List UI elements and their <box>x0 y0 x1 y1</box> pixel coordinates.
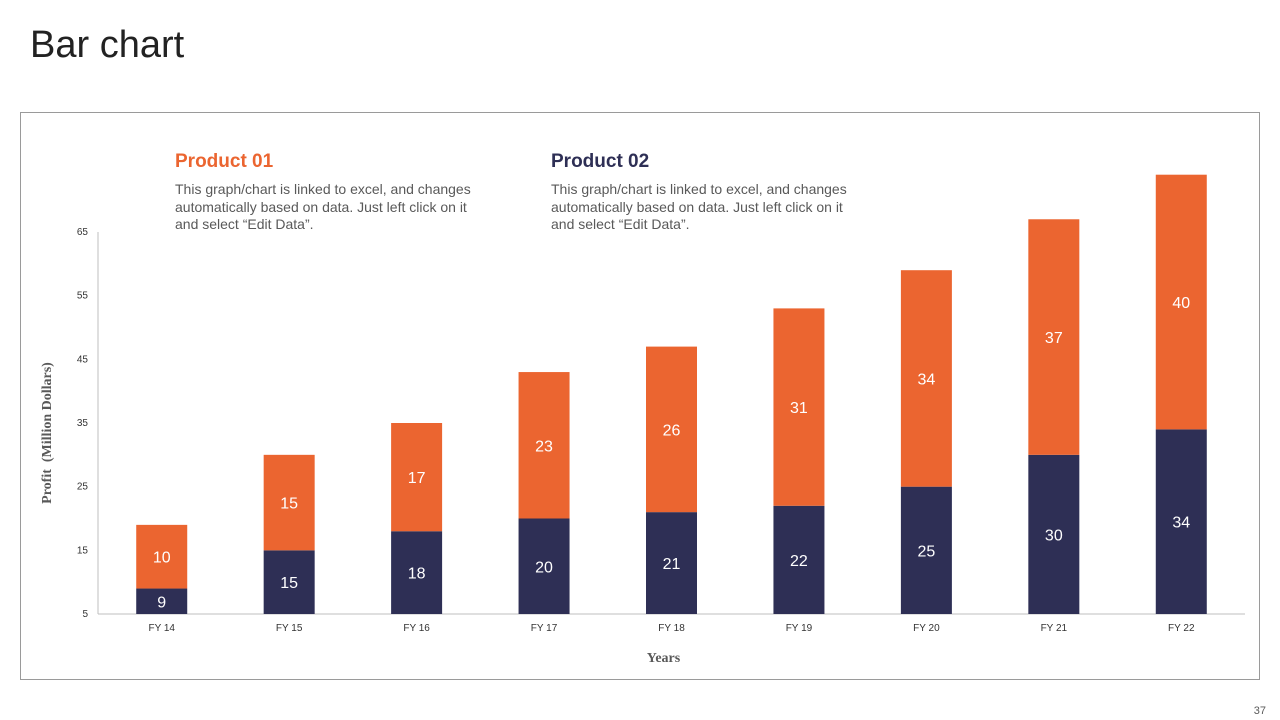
bar-product-01-fy-19 <box>773 308 825 506</box>
bar-value-label: 15 <box>280 575 298 592</box>
bar-value-label: 40 <box>1172 295 1190 312</box>
legend-product-01-title: Product 01 <box>175 151 274 172</box>
x-axis-title: Years <box>647 651 681 666</box>
bar-product-02-fy-20 <box>900 486 952 614</box>
y-tick-label: 25 <box>77 482 89 493</box>
bar-product-02-fy-16 <box>391 531 443 614</box>
x-tick-label: FY 15 <box>276 623 303 634</box>
bar-value-label: 26 <box>663 422 681 439</box>
bar-value-label: 10 <box>153 550 171 567</box>
y-tick-label: 45 <box>77 354 89 365</box>
bar-product-02-fy-14 <box>136 588 188 614</box>
chart-frame: 5 15 25 35 45 55 65 9 10 FY 14 15 15 FY 15 18 17 FY 16 2… <box>20 112 1260 680</box>
bar-value-label: 21 <box>663 556 681 573</box>
legend-product-01: Product 01 This graph/chart is linked to… <box>175 151 475 234</box>
bar-value-label: 18 <box>408 566 426 583</box>
bar-product-02-fy-15 <box>263 550 315 614</box>
bar-value-label: 20 <box>535 559 553 576</box>
legend-product-01-description: This graph/chart is linked to excel, and… <box>175 181 471 232</box>
bar-value-label: 34 <box>1172 515 1190 532</box>
y-tick-label: 55 <box>77 291 89 302</box>
bar-product-01-fy-21 <box>1028 219 1080 455</box>
bar-chart: 5 15 25 35 45 55 65 9 10 FY 14 15 15 FY 15 18 17 FY 16 2… <box>40 174 1245 666</box>
bar-product-01-fy-14 <box>136 524 188 589</box>
bar-value-label: 37 <box>1045 330 1063 347</box>
legend-product-02: Product 02 This graph/chart is linked to… <box>551 151 851 234</box>
x-tick-label: FY 22 <box>1168 623 1195 634</box>
bar-product-01-fy-22 <box>1155 174 1207 430</box>
bar-product-02-fy-22 <box>1155 429 1207 614</box>
bar-product-01-fy-18 <box>646 346 697 513</box>
bar-value-label: 22 <box>790 553 808 570</box>
bar-product-01-fy-15 <box>263 454 315 551</box>
bar-value-label: 31 <box>790 400 808 417</box>
y-tick-label: 35 <box>77 418 89 429</box>
legend-product-02-description: This graph/chart is linked to excel, and… <box>551 181 847 232</box>
x-tick-label: FY 19 <box>786 623 813 634</box>
x-tick-label: FY 21 <box>1041 623 1068 634</box>
x-tick-label: FY 18 <box>658 623 685 634</box>
y-tick-label: 5 <box>82 609 88 620</box>
bar-product-01-fy-16 <box>391 423 443 532</box>
slide-title: Bar chart <box>30 24 185 66</box>
bar-value-label: 17 <box>408 470 426 487</box>
y-tick-label: 15 <box>77 545 89 556</box>
bar-value-label: 34 <box>917 371 935 388</box>
y-axis-title: Profit (Million Dollars) <box>40 362 55 504</box>
bar-product-02-fy-18 <box>646 512 697 614</box>
x-tick-label: FY 20 <box>913 623 940 634</box>
bar-value-label: 30 <box>1045 527 1063 544</box>
bar-value-label: 9 <box>157 594 166 611</box>
bar-product-01-fy-17 <box>518 372 570 519</box>
y-tick-label: 65 <box>77 227 89 238</box>
x-tick-label: FY 14 <box>148 623 175 634</box>
bar-value-label: 25 <box>917 543 935 560</box>
page-number: 37 <box>1253 705 1266 717</box>
bar-product-02-fy-19 <box>773 505 825 614</box>
bar-value-label: 15 <box>280 496 298 513</box>
bar-product-01-fy-20 <box>900 270 952 487</box>
x-tick-label: FY 16 <box>403 623 430 634</box>
legend-product-02-title: Product 02 <box>551 151 650 172</box>
bar-product-02-fy-21 <box>1028 454 1080 614</box>
bar-value-label: 23 <box>535 438 553 455</box>
bar-product-02-fy-17 <box>518 518 570 614</box>
x-tick-label: FY 17 <box>531 623 558 634</box>
